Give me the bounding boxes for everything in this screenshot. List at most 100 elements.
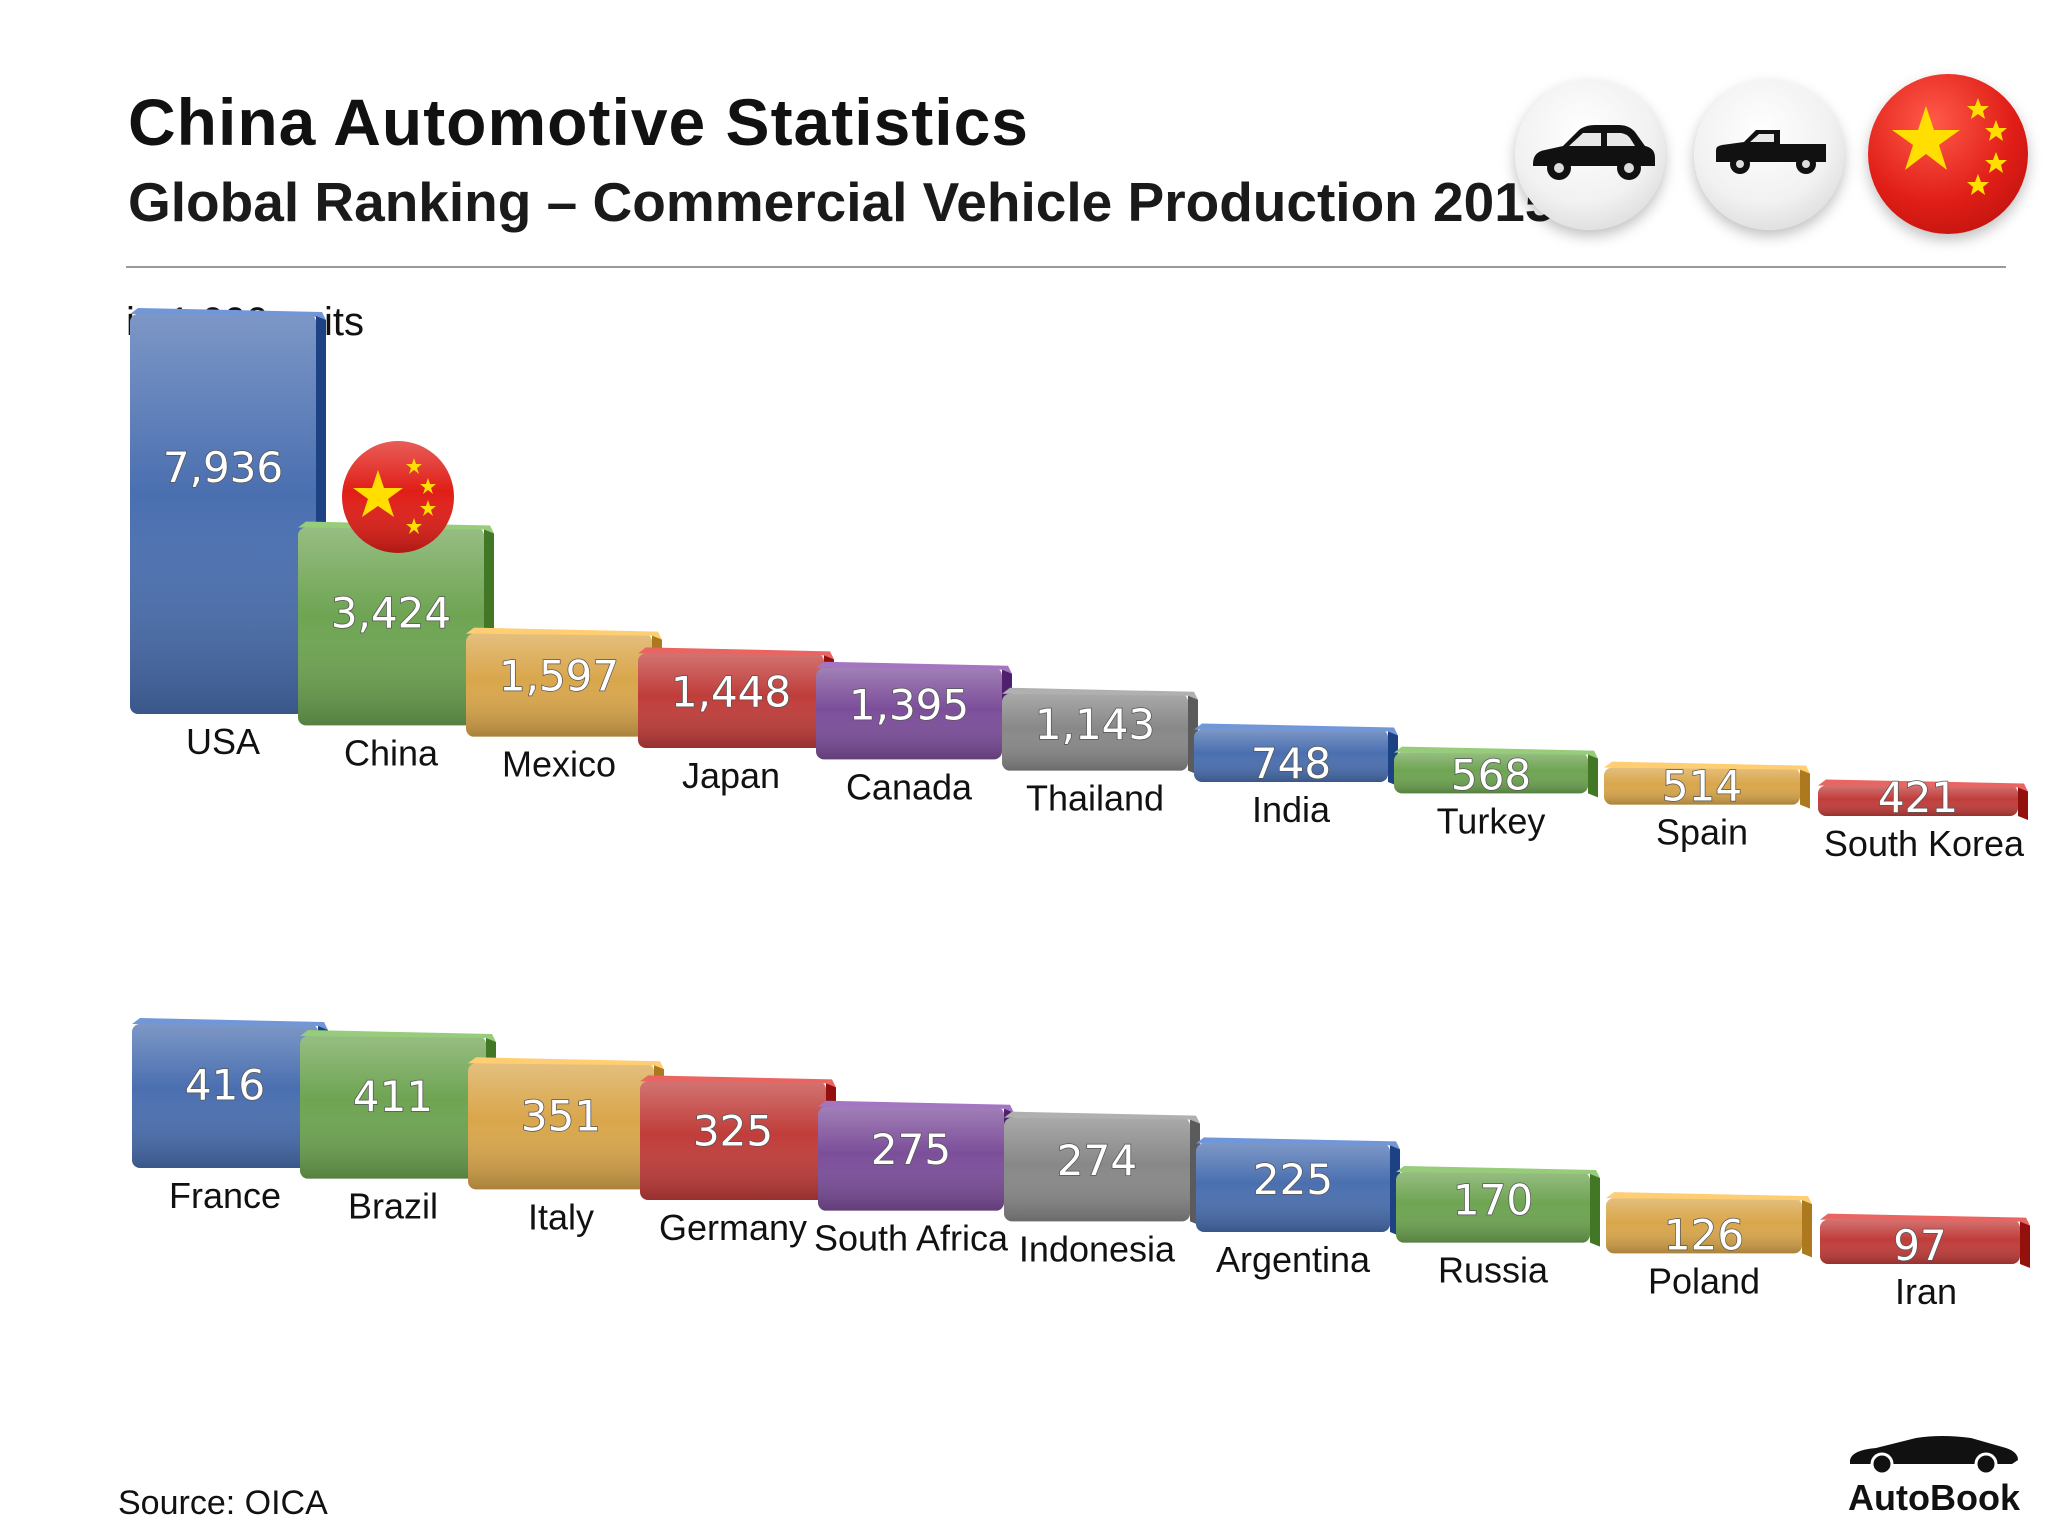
china-flag-badge [1868,74,2028,234]
bar-top-face [1004,1111,1200,1124]
bar-value-label: 3,424 [331,588,451,637]
bar-value-label: 225 [1253,1155,1333,1204]
bar-russia: 170 Russia [1396,1165,1600,1291]
bar-top-face [1196,1137,1400,1150]
bar-category-label: Argentina [1216,1239,1371,1280]
bar-shading [816,667,1002,760]
bar-value-label: 325 [693,1106,773,1155]
bar-shading [300,1036,486,1179]
bar-shading [1818,785,2018,816]
bar-value-label: 7,936 [163,443,283,492]
bar-top-face [1194,723,1398,736]
bar-shading [1606,1198,1802,1254]
bar-side-face [1588,752,1598,798]
bar-value-label: 416 [185,1061,265,1110]
bar-top-face [300,1030,496,1043]
page-subtitle: Global Ranking – Commercial Vehicle Prod… [128,171,1556,233]
bar-top-face [132,1018,328,1030]
bar-top-face [1604,761,1810,774]
bar-value-label: 421 [1878,773,1958,822]
bar-value-label: 514 [1662,762,1742,811]
bar-china: 3,424 China [298,521,494,773]
china-flag-icon [1892,98,2007,195]
bar-category-label: Germany [659,1207,807,1248]
bar-italy: 351 Italy [468,1057,664,1237]
bar-top-face [1396,1165,1600,1178]
bar-value-label: 748 [1251,739,1331,788]
bar-top-face [818,1100,1014,1113]
bar-category-label: France [169,1175,281,1216]
bar-germany: 325 Germany [640,1075,836,1248]
bar-shading [1396,1171,1590,1243]
bar-thailand: 1,143 Thailand [1002,687,1198,819]
bar-shading [638,653,824,748]
bar-shading [1820,1219,2020,1264]
bar-category-label: South Korea [1824,823,2025,864]
bar-top-face [130,308,326,320]
bar-value-label: 274 [1057,1136,1137,1185]
bar-shading [466,633,652,737]
bar-value-label: 568 [1451,750,1531,799]
bar-category-label: India [1252,789,1331,830]
bar-indonesia: 274 Indonesia [1004,1111,1200,1269]
bar-value-label: 170 [1453,1175,1533,1224]
bar-category-label: Spain [1656,812,1748,853]
bar-category-label: Iran [1895,1271,1957,1312]
pickup-truck-badge [1694,80,1844,230]
bar-value-label: 351 [521,1092,601,1141]
bar-south-africa: 275 South Africa [814,1100,1014,1259]
bar-shading [1394,752,1588,794]
bar-shading [130,314,316,714]
bar-shading [132,1024,318,1168]
bar-shading [818,1106,1004,1211]
bar-top-face [1002,687,1198,700]
bar-side-face [2018,785,2028,820]
bar-canada: 1,395 Canada [816,661,1012,807]
sedan-car-icon [1533,125,1655,180]
bar-shading [1004,1117,1190,1222]
bar-top-face [468,1057,664,1070]
bar-france: 416 France [132,1018,328,1216]
bar-top-face [466,627,662,640]
bar-category-label: Poland [1648,1260,1760,1301]
bar-value-label: 275 [871,1125,951,1174]
bar-value-label: 126 [1664,1210,1744,1259]
bar-category-label: Japan [682,755,780,796]
bar-top-face [638,647,834,660]
sports-car-icon [1850,1436,2018,1476]
bar-category-label: Turkey [1437,800,1546,841]
bar-shading [1196,1143,1390,1232]
bar-shading [1002,693,1188,771]
bar-side-face [1590,1171,1600,1247]
bar-shading [468,1063,654,1190]
bar-value-label: 97 [1893,1221,1946,1270]
bar-mexico: 1,597 Mexico [466,627,662,785]
bar-value-label: 1,448 [671,668,791,717]
china-highlight-flag-icon [342,441,454,553]
bar-argentina: 225 Argentina [1196,1137,1400,1280]
bar-usa: 7,936 USA [130,308,326,762]
bar-top-face [1818,779,2028,792]
bar-category-label: Russia [1438,1250,1549,1291]
bar-shading [640,1081,826,1200]
brand-name: AutoBook [1848,1477,2020,1518]
bar-shading [1604,767,1800,805]
header-divider [126,266,2006,268]
bar-side-face [1800,767,1810,809]
bar-category-label: Indonesia [1019,1228,1176,1269]
bar-side-face [1802,1198,1812,1258]
bar-value-label: 1,395 [849,681,969,730]
bar-category-label: USA [186,721,260,762]
bar-value-label: 1,143 [1035,700,1155,749]
bar-category-label: Canada [846,766,973,807]
bar-category-label: Thailand [1026,778,1164,819]
bar-brazil: 411 Brazil [300,1030,496,1227]
bar-top-face [640,1075,836,1088]
bar-category-label: South Africa [814,1218,1009,1259]
